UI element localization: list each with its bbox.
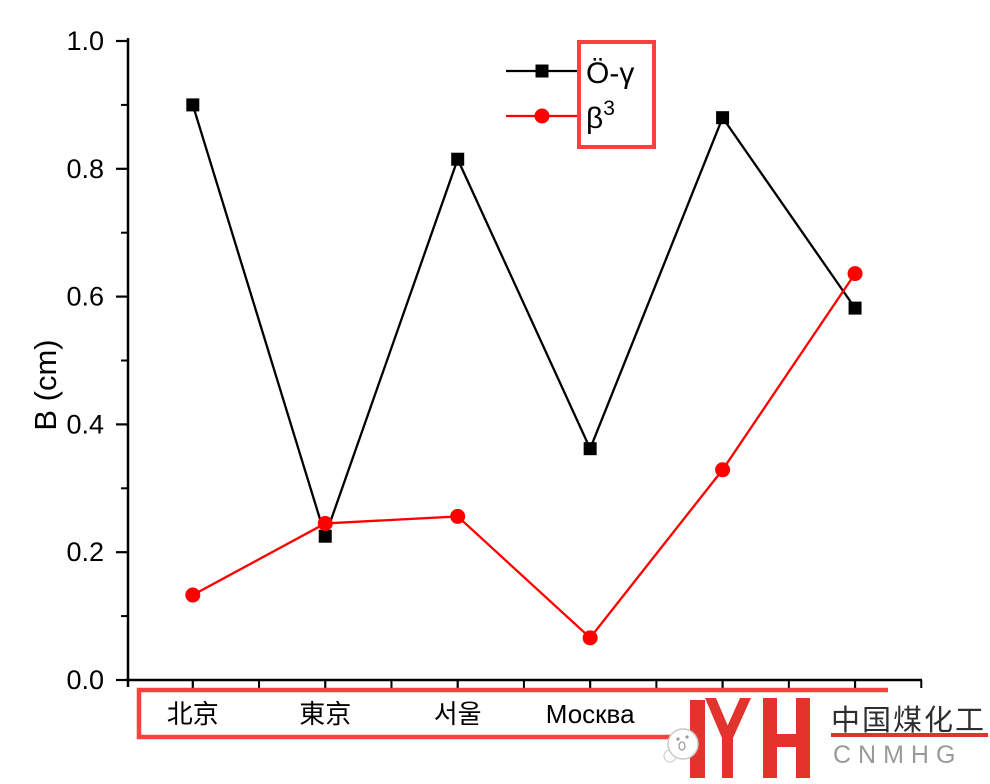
- logo-mark-icon: [663, 698, 810, 778]
- legend-label: Ö-γ: [586, 57, 634, 90]
- x-category-label: Москва: [546, 699, 635, 729]
- data-point-circle: [847, 266, 863, 282]
- data-point-square: [716, 111, 730, 125]
- series-line-circle: [192, 272, 857, 640]
- x-label-callout-box: [136, 687, 888, 740]
- data-point-circle: [582, 630, 598, 646]
- y-tick-label: 1.0: [66, 26, 104, 56]
- data-point-square: [583, 442, 597, 456]
- y-axis-title: B (cm): [28, 339, 63, 431]
- x-category-label: 東京: [299, 699, 351, 729]
- data-point-circle: [185, 587, 201, 603]
- legend-marker-circle: [534, 108, 550, 124]
- legend-box: [577, 40, 656, 149]
- data-point-square: [186, 98, 200, 112]
- y-tick-label: 0.0: [66, 665, 104, 695]
- y-tick-label: 0.4: [66, 409, 104, 439]
- logo-stroke: [763, 734, 810, 747]
- logo-stroke: [722, 736, 733, 778]
- x-category-label: 北京: [167, 699, 219, 729]
- data-point-square: [451, 152, 465, 166]
- y-tick-label: 0.2: [66, 537, 104, 567]
- y-tick-label: 0.8: [66, 154, 104, 184]
- logo-underline: [831, 733, 988, 737]
- logo-text-cn: 中国煤化工: [831, 705, 987, 737]
- data-point-circle: [317, 515, 333, 531]
- ghost-eye-icon: [685, 735, 689, 739]
- series-line-square: [191, 104, 856, 540]
- legend-label: β3: [586, 97, 615, 135]
- logo-stroke: [722, 698, 751, 738]
- legend-marker-square: [535, 64, 549, 78]
- ghost-mouth-icon: [678, 741, 686, 751]
- x-category-label: 서울: [434, 699, 482, 729]
- logo-text-en: CNMHG: [833, 741, 963, 769]
- ghost-face-icon: [667, 728, 699, 760]
- data-point-square: [318, 529, 332, 543]
- data-point-square: [848, 301, 862, 315]
- data-point-circle: [450, 508, 466, 524]
- data-point-circle: [715, 462, 731, 478]
- logo-stroke: [705, 698, 733, 738]
- y-tick-label: 0.6: [66, 282, 104, 312]
- ghost-eye-icon: [676, 737, 680, 741]
